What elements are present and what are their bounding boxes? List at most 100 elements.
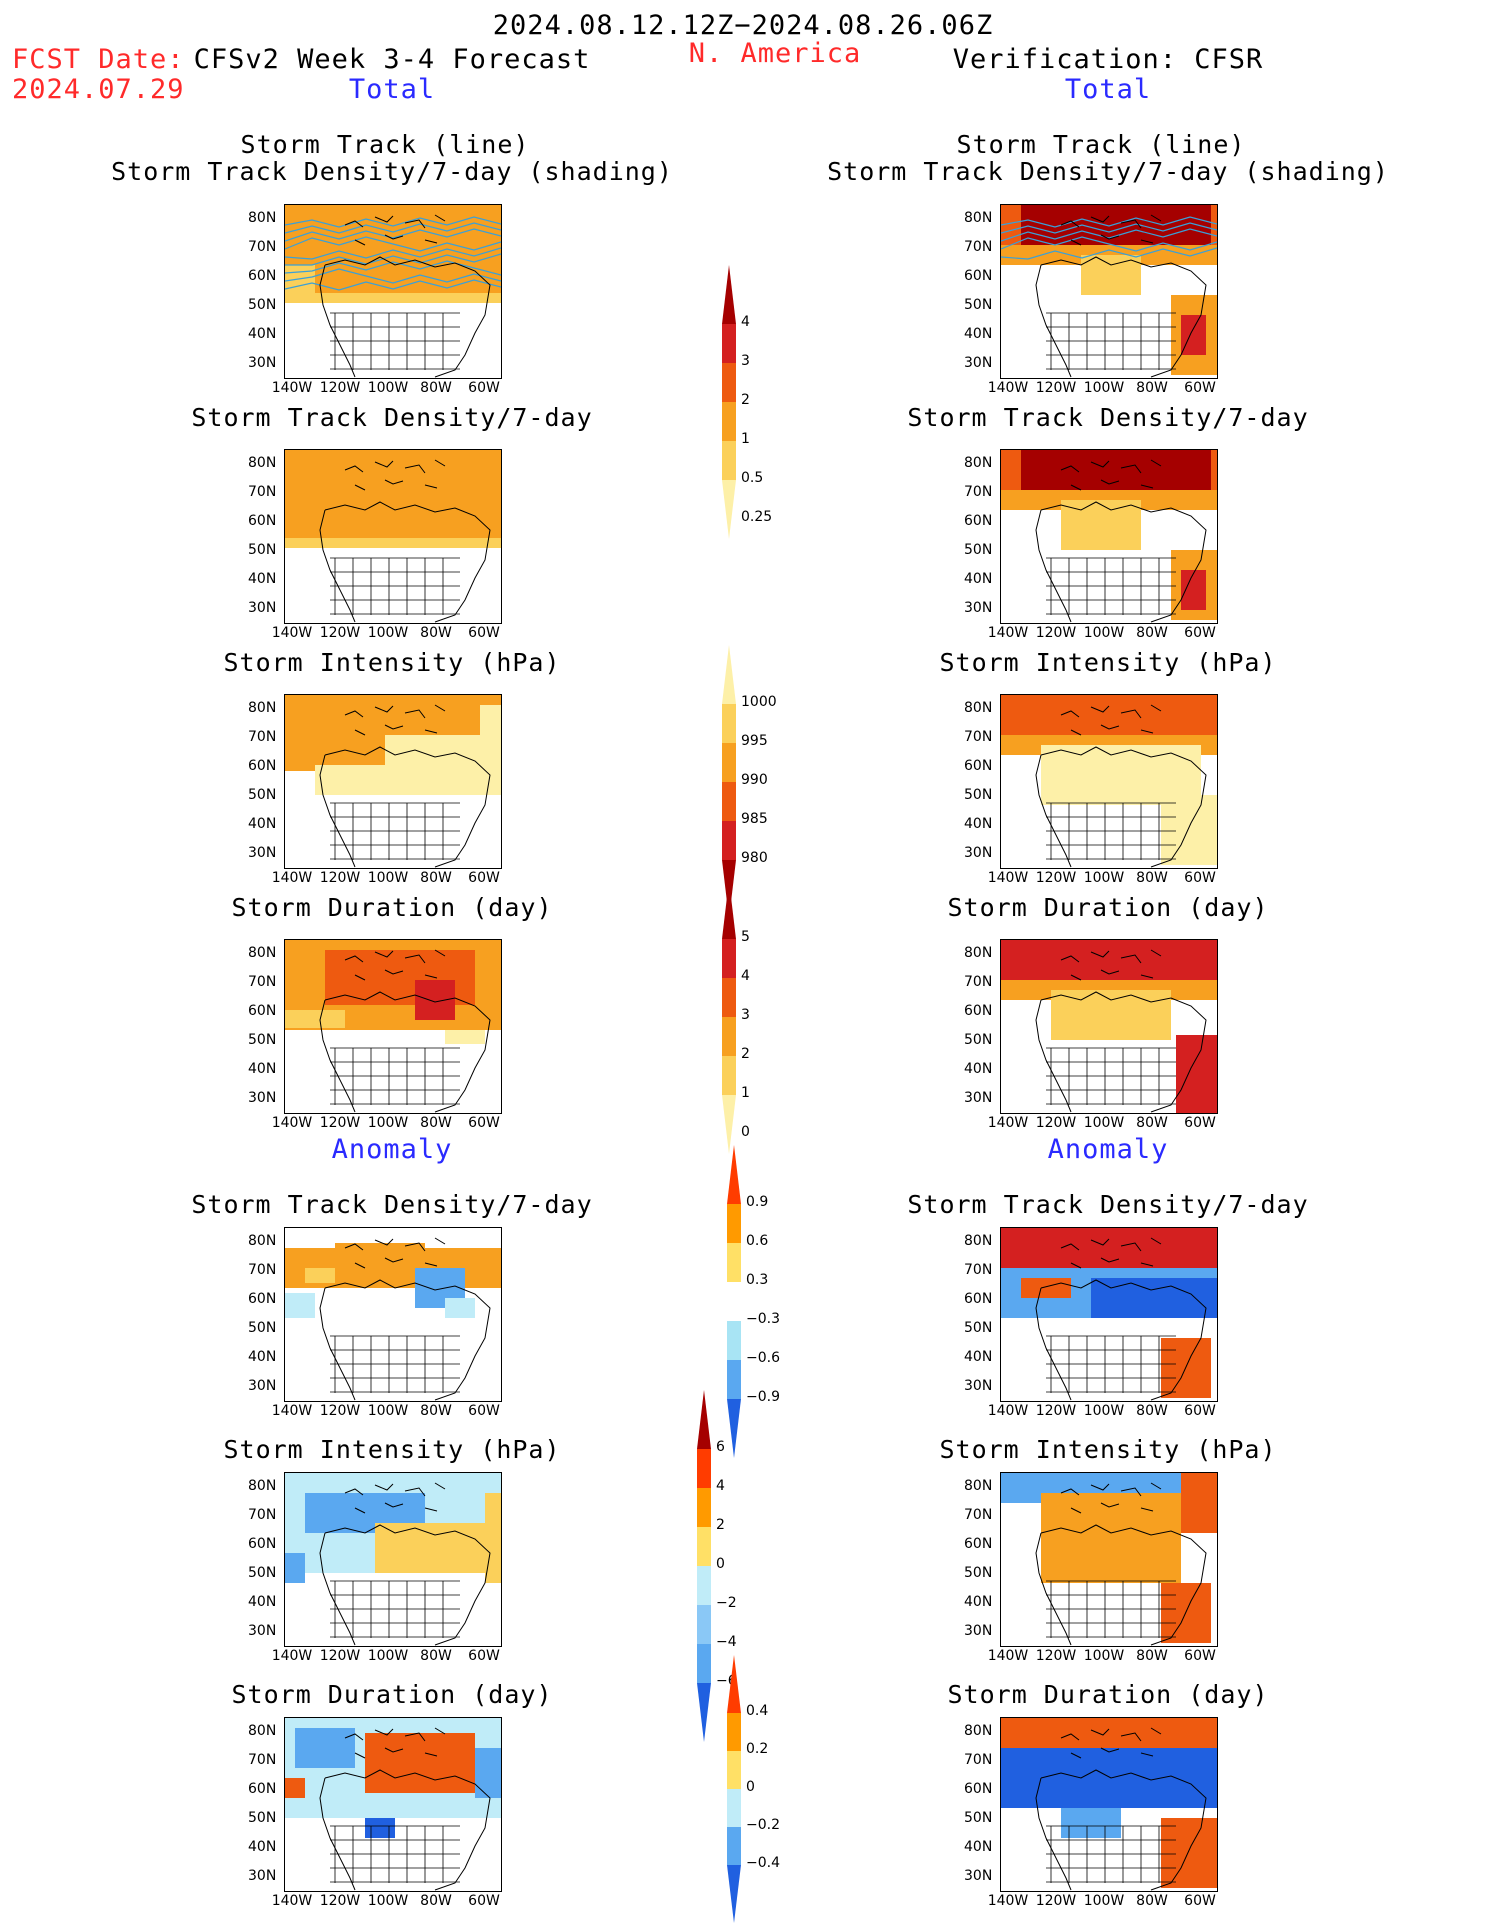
lat-tick-label: 70N bbox=[964, 239, 993, 255]
arctic-islands bbox=[1060, 1727, 1162, 1759]
lat-tick-label: 60N bbox=[964, 1781, 993, 1797]
lat-tick-label: 50N bbox=[248, 787, 277, 803]
lat-tick-label: 30N bbox=[248, 355, 277, 371]
shading-region bbox=[415, 980, 455, 1020]
lat-tick-label: 60N bbox=[964, 268, 993, 284]
lon-tick-label: 140W bbox=[271, 625, 313, 641]
lon-tick-label: 80W bbox=[1136, 1648, 1168, 1664]
arctic-islands bbox=[344, 949, 446, 981]
shading-region bbox=[485, 470, 501, 530]
lon-tick-label: 60W bbox=[1184, 1403, 1216, 1419]
lon-tick-label: 100W bbox=[1083, 1893, 1125, 1909]
map-plot bbox=[1001, 1718, 1217, 1891]
colorbar-tick-label: 1 bbox=[741, 431, 750, 447]
colorbar-tick-label: −0.9 bbox=[746, 1389, 780, 1405]
lat-tick-label: 30N bbox=[964, 1090, 993, 1106]
lat-tick-label: 40N bbox=[964, 1594, 993, 1610]
model-title: CFSv2 Week 3-4 Forecast bbox=[193, 44, 591, 75]
shading-region bbox=[1081, 255, 1141, 295]
lon-tick-label: 80W bbox=[1136, 1403, 1168, 1419]
colorbar-segment bbox=[727, 1713, 741, 1751]
map-panel bbox=[284, 694, 502, 869]
lon-tick-label: 120W bbox=[1035, 625, 1077, 641]
lon-tick-label: 140W bbox=[271, 1403, 313, 1419]
map-panel bbox=[1000, 694, 1218, 869]
colorbar-tick-label: 3 bbox=[741, 1007, 750, 1023]
colorbar-tick-label: 980 bbox=[741, 850, 768, 866]
lon-tick-label: 140W bbox=[271, 870, 313, 886]
shading-region bbox=[285, 265, 315, 300]
colorbar-segment bbox=[722, 782, 736, 821]
shading-region bbox=[1001, 1228, 1217, 1268]
colorbar-tick-label: −0.4 bbox=[746, 1855, 780, 1871]
arctic-islands bbox=[344, 214, 446, 246]
lat-tick-label: 60N bbox=[248, 1536, 277, 1552]
coastline bbox=[1035, 991, 1207, 1113]
colorbar-tick-label: 4 bbox=[741, 968, 750, 984]
colorbar-tick-label: −0.2 bbox=[746, 1817, 780, 1833]
panel-title: Storm Track Density/7-day (shading) bbox=[827, 157, 1389, 186]
map-panel bbox=[284, 449, 502, 624]
lat-tick-label: 30N bbox=[964, 1868, 993, 1884]
fcst-date-value: 2024.07.29 bbox=[12, 74, 185, 105]
lon-tick-label: 80W bbox=[420, 870, 452, 886]
colorbar-segment bbox=[697, 1644, 711, 1683]
lon-tick-label: 80W bbox=[420, 1893, 452, 1909]
coastline bbox=[1035, 1769, 1207, 1891]
colorbar-segment bbox=[697, 1566, 711, 1605]
lon-tick-label: 80W bbox=[1136, 625, 1168, 641]
lat-tick-label: 70N bbox=[964, 1262, 993, 1278]
shading-region bbox=[1001, 1718, 1217, 1748]
lat-tick-label: 30N bbox=[964, 355, 993, 371]
storm-track-line bbox=[285, 222, 501, 234]
lat-tick-label: 40N bbox=[964, 1349, 993, 1365]
coastline bbox=[319, 1769, 491, 1891]
colorbar-tick-label: 0.9 bbox=[746, 1194, 769, 1210]
colorbar-segment bbox=[697, 1390, 711, 1449]
shading-region bbox=[1001, 695, 1217, 735]
map-plot bbox=[1001, 205, 1217, 378]
colorbar-tick-label: 2 bbox=[716, 1517, 725, 1533]
shading-region bbox=[1001, 940, 1217, 980]
lon-tick-label: 80W bbox=[1136, 1893, 1168, 1909]
lon-tick-label: 100W bbox=[367, 1115, 409, 1131]
map-panel bbox=[1000, 1717, 1218, 1892]
shading-region bbox=[1181, 570, 1206, 610]
colorbar-segment bbox=[722, 880, 736, 939]
shading-region bbox=[375, 1523, 485, 1573]
lat-tick-label: 80N bbox=[248, 945, 277, 961]
lat-tick-label: 30N bbox=[248, 600, 277, 616]
colorbar-tick-label: 5 bbox=[741, 929, 750, 945]
shading-region bbox=[285, 1553, 305, 1583]
lat-tick-label: 70N bbox=[964, 1507, 993, 1523]
lat-tick-label: 30N bbox=[248, 1623, 277, 1639]
lon-tick-label: 120W bbox=[1035, 1648, 1077, 1664]
lon-tick-label: 80W bbox=[1136, 870, 1168, 886]
region-title: N. America bbox=[688, 38, 862, 69]
right-total-label: Total bbox=[1064, 74, 1152, 105]
lon-tick-label: 60W bbox=[1184, 870, 1216, 886]
colorbar-tick-label: 0 bbox=[746, 1779, 755, 1795]
lat-tick-label: 40N bbox=[248, 1061, 277, 1077]
lon-tick-label: 120W bbox=[1035, 870, 1077, 886]
colorbar-segment bbox=[722, 704, 736, 743]
lat-tick-label: 70N bbox=[964, 1752, 993, 1768]
arctic-islands bbox=[1060, 704, 1162, 736]
lat-tick-label: 70N bbox=[248, 974, 277, 990]
colorbar-tick-label: −0.3 bbox=[746, 1311, 780, 1327]
lat-tick-label: 50N bbox=[964, 787, 993, 803]
verification-title: Verification: CFSR bbox=[952, 44, 1264, 75]
arctic-islands bbox=[344, 1237, 446, 1269]
lon-tick-label: 100W bbox=[367, 870, 409, 886]
shading-region bbox=[315, 765, 475, 795]
lon-tick-label: 80W bbox=[420, 380, 452, 396]
lon-tick-label: 80W bbox=[420, 625, 452, 641]
map-panel bbox=[284, 1472, 502, 1647]
lat-tick-label: 60N bbox=[248, 758, 277, 774]
storm-track-line bbox=[1001, 247, 1217, 260]
lat-tick-label: 80N bbox=[964, 1723, 993, 1739]
storm-track-line bbox=[1001, 236, 1217, 252]
lon-tick-label: 120W bbox=[1035, 1403, 1077, 1419]
lon-tick-label: 60W bbox=[1184, 380, 1216, 396]
shading-region bbox=[1181, 315, 1206, 355]
